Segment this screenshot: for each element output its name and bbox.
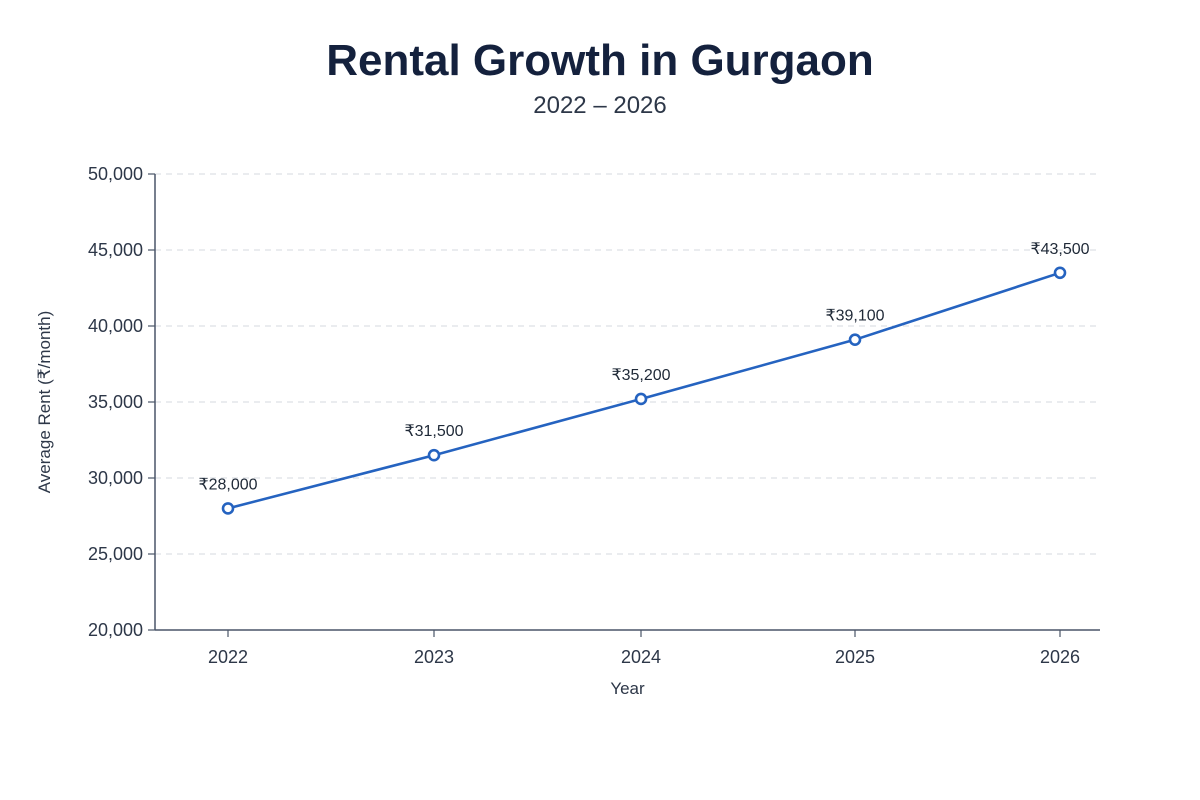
x-tick-label: 2026 bbox=[1040, 647, 1080, 667]
x-tick-label: 2025 bbox=[835, 647, 875, 667]
series-line bbox=[227, 271, 1061, 510]
series bbox=[221, 266, 1067, 515]
x-tick-label: 2022 bbox=[208, 647, 248, 667]
data-point bbox=[427, 448, 441, 462]
y-ticks: 20,000 25,000 30,000 35,000 40,000 45,000 50,0… bbox=[88, 164, 155, 640]
data-label: ₹43,500 bbox=[1030, 241, 1089, 258]
x-tick-label: 2023 bbox=[414, 647, 454, 667]
data-point bbox=[634, 392, 648, 406]
chart-subtitle: 2022 – 2026 bbox=[533, 92, 667, 119]
data-label: ₹39,100 bbox=[825, 308, 884, 325]
gridlines bbox=[155, 173, 1100, 555]
y-tick-label: 50,000 bbox=[88, 164, 143, 184]
y-tick-label: 25,000 bbox=[88, 544, 143, 564]
x-ticks: 2022 2023 2024 2025 2026 bbox=[208, 630, 1080, 667]
data-label: ₹35,200 bbox=[611, 367, 670, 384]
y-tick-label: 45,000 bbox=[88, 240, 143, 260]
x-axis-title: Year bbox=[610, 679, 645, 698]
data-label: ₹31,500 bbox=[404, 423, 463, 440]
x-tick-label: 2024 bbox=[621, 647, 661, 667]
chart-title: Rental Growth in Gurgaon bbox=[326, 36, 874, 85]
y-axis-title: Average Rent (₹/month) bbox=[35, 311, 54, 493]
y-tick-label: 40,000 bbox=[88, 316, 143, 336]
data-point bbox=[848, 333, 862, 346]
y-tick-label: 30,000 bbox=[88, 468, 143, 488]
data-point bbox=[1053, 266, 1067, 280]
data-labels: ₹28,000 ₹31,500 ₹35,200 ₹39,100 ₹43,500 bbox=[198, 241, 1089, 494]
data-label: ₹28,000 bbox=[198, 476, 257, 493]
y-tick-label: 35,000 bbox=[88, 392, 143, 412]
y-tick-label: 20,000 bbox=[88, 620, 143, 640]
data-point bbox=[221, 502, 235, 515]
